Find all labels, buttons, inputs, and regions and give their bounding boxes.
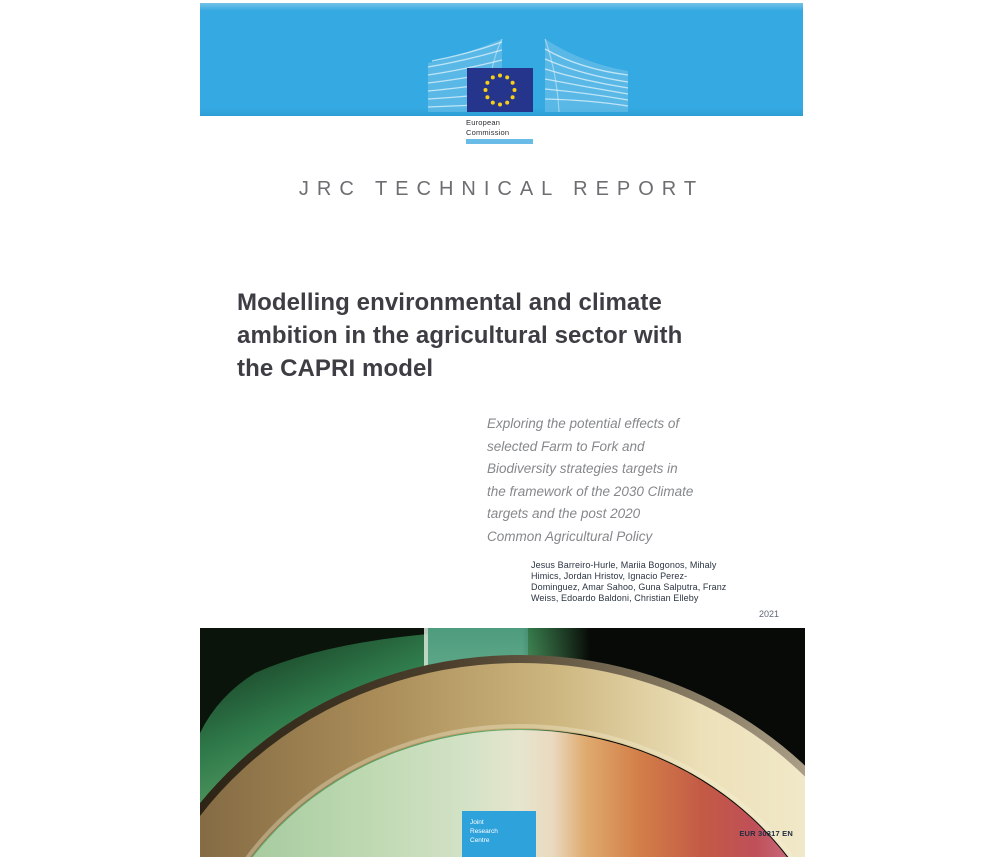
joint-research-centre-badge: Joint Research Centre	[462, 811, 536, 857]
wordmark-underline-bar	[466, 139, 533, 144]
photo-ring-highlight	[245, 724, 795, 857]
commission-building-graphic	[427, 38, 629, 113]
photo-dark-corner	[200, 628, 428, 733]
photo-interior-sweep	[253, 730, 787, 857]
report-title: Modelling environmental and climate ambi…	[237, 289, 683, 382]
photo-gold-ring	[200, 663, 805, 857]
report-type-heading: JRC TECHNICAL REPORT	[298, 178, 705, 200]
authors-list: Jesus Barreiro-Hurle, Mariia Bogonos, Mi…	[531, 560, 727, 603]
abstract-rings-photo	[200, 628, 805, 857]
eu-flag-icon	[467, 68, 533, 112]
photo-pale-sliver	[424, 628, 429, 670]
cover-photo: Joint Research Centre EUR 30317 EN	[200, 628, 805, 857]
building-right-sail	[544, 38, 629, 113]
european-commission-wordmark: European Commission	[466, 118, 510, 137]
publication-year: 2021	[758, 609, 779, 619]
photo-ring-rim	[200, 655, 805, 827]
report-number: EUR 30317 EN	[739, 829, 793, 838]
report-subtitle: Exploring the potential effects of selec…	[487, 416, 694, 544]
commission-banner	[200, 3, 803, 116]
